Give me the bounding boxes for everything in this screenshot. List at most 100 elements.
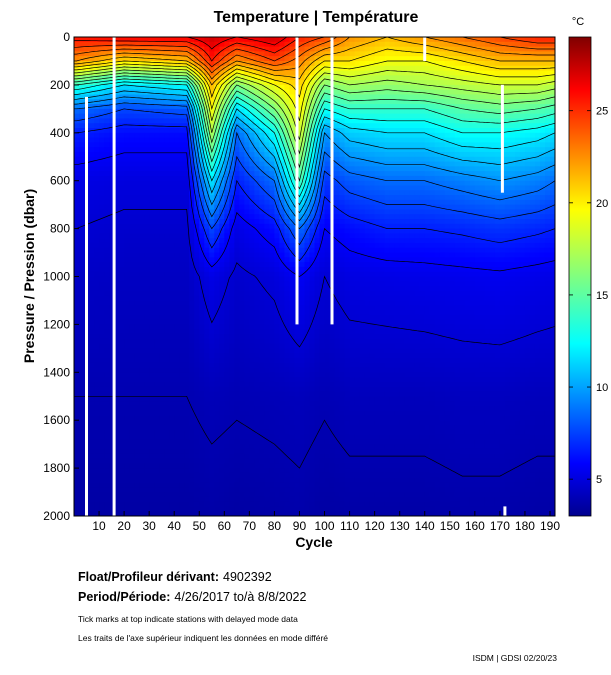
heatmap-cell [94, 300, 100, 306]
heatmap-cell [259, 405, 265, 412]
heatmap-cell [234, 314, 240, 321]
heatmap-cell [259, 37, 265, 43]
heatmap-cell [184, 75, 190, 81]
heatmap-cell [94, 415, 100, 421]
heatmap-cell [204, 271, 210, 278]
heatmap-cell [314, 41, 321, 48]
heatmap-cell [224, 381, 230, 388]
heatmap-cell [164, 420, 170, 426]
heatmap-cell [164, 247, 170, 254]
heatmap-cell [119, 214, 125, 220]
heatmap-cell [214, 367, 220, 373]
heatmap-cell [199, 80, 205, 86]
heatmap-cell [144, 420, 150, 426]
heatmap-cell [154, 377, 160, 383]
heatmap-cell [269, 108, 276, 115]
heatmap-cell [199, 113, 205, 120]
heatmap-cell [289, 401, 296, 407]
heatmap-cell [244, 195, 250, 201]
heatmap-cell [189, 190, 195, 196]
heatmap-cell [194, 405, 200, 412]
heatmap-cell [84, 60, 90, 67]
heatmap-cell [319, 113, 326, 120]
heatmap-cell [149, 151, 155, 158]
heatmap-cell [299, 501, 306, 508]
heatmap-cell [304, 252, 311, 258]
heatmap-cell [299, 314, 306, 321]
heatmap-cell [179, 305, 185, 311]
heatmap-cell [244, 46, 250, 52]
heatmap-cell [89, 89, 95, 96]
heatmap-cell [149, 362, 155, 369]
heatmap-cell [124, 75, 130, 81]
heatmap-cell [134, 51, 140, 57]
heatmap-cell [164, 501, 170, 508]
heatmap-cell [119, 195, 125, 201]
heatmap-cell [214, 492, 220, 498]
heatmap-cell [234, 199, 240, 206]
heatmap-cell [119, 353, 125, 359]
heatmap-cell [99, 444, 105, 450]
heatmap-cell [194, 429, 200, 436]
heatmap-cell [129, 324, 135, 330]
heatmap-cell [154, 156, 160, 163]
heatmap-cell [169, 37, 175, 43]
heatmap-cell [239, 372, 245, 378]
heatmap-cell [154, 492, 160, 498]
heatmap-cell [309, 65, 316, 72]
heatmap-cell [239, 333, 245, 340]
heatmap-cell [204, 444, 210, 450]
heatmap-cell [104, 118, 110, 124]
heatmap-cell [289, 468, 296, 474]
heatmap-cell [224, 41, 230, 48]
heatmap-cell [224, 434, 230, 440]
heatmap-cell [189, 424, 195, 431]
heatmap-cell [309, 118, 316, 124]
heatmap-cell [224, 252, 230, 258]
heatmap-cell [129, 195, 135, 201]
heatmap-cell [234, 501, 240, 508]
heatmap-cell [159, 415, 165, 421]
heatmap-cell [314, 161, 321, 167]
heatmap-cell [164, 405, 170, 412]
heatmap-cell [224, 137, 230, 143]
heatmap-cell [229, 496, 235, 503]
heatmap-cell [214, 391, 220, 397]
heatmap-cell [144, 156, 150, 163]
heatmap-cell [184, 391, 190, 397]
heatmap-cell [199, 496, 205, 503]
heatmap-cell [109, 424, 115, 431]
heatmap-cell [209, 444, 215, 450]
heatmap-cell [184, 266, 190, 273]
heatmap-cell [284, 84, 291, 91]
heatmap-cell [154, 295, 160, 302]
heatmap-cell [209, 381, 215, 388]
heatmap-cell [279, 247, 286, 254]
heatmap-cell [254, 410, 260, 417]
heatmap-cell [109, 506, 115, 512]
heatmap-cell [219, 333, 225, 340]
heatmap-cell [164, 161, 170, 167]
heatmap-cell [79, 276, 85, 282]
heatmap-cell [109, 329, 115, 335]
heatmap-cell [194, 506, 200, 512]
heatmap-cell [234, 310, 240, 316]
heatmap-cell [144, 324, 150, 330]
heatmap-cell [184, 463, 190, 469]
heatmap-cell [139, 180, 145, 187]
heatmap-cell [199, 262, 205, 268]
heatmap-cell [114, 185, 120, 191]
heatmap-cell [114, 281, 120, 287]
heatmap-cell [214, 314, 220, 321]
heatmap-cell [114, 75, 120, 81]
heatmap-cell [244, 132, 250, 139]
heatmap-cell [244, 472, 250, 479]
heatmap-cell [114, 190, 120, 196]
heatmap-cell [219, 348, 225, 354]
heatmap-cell [194, 372, 200, 378]
heatmap-cell [309, 434, 316, 440]
heatmap-cell [129, 89, 135, 96]
heatmap-cell [99, 434, 105, 440]
heatmap-cell [154, 60, 160, 67]
heatmap-cell [269, 161, 276, 167]
